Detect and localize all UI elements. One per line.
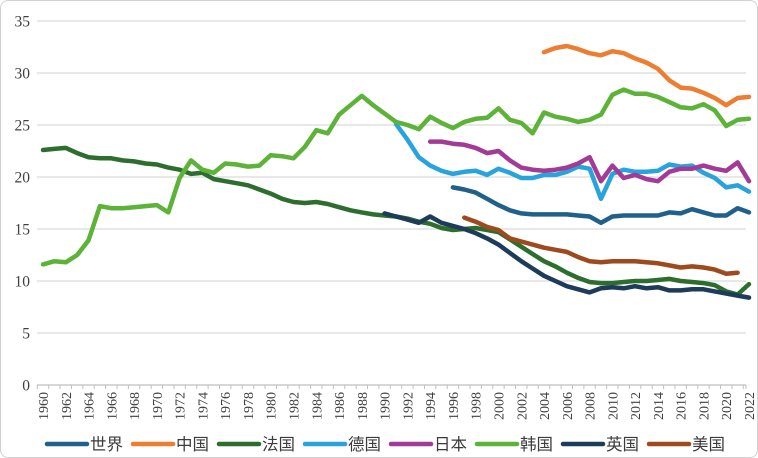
series-line-korea bbox=[40, 87, 752, 267]
legend-label-usa: 美国 bbox=[692, 435, 725, 454]
y-axis-labels: 0 5 10 15 20 25 30 35 bbox=[15, 14, 31, 395]
x-tick-label: 1968 bbox=[128, 392, 143, 420]
series-line-world bbox=[450, 185, 752, 226]
legend-item-china: 中国 bbox=[130, 435, 209, 454]
legend-label-france: 法国 bbox=[262, 435, 295, 454]
series-lines bbox=[40, 43, 752, 300]
x-tick-label: 1982 bbox=[288, 392, 303, 420]
x-tick-label: 1980 bbox=[265, 392, 280, 420]
y-tick-label: 0 bbox=[22, 378, 30, 395]
legend-label-china: 中国 bbox=[176, 435, 209, 454]
x-tick-label: 1984 bbox=[310, 392, 325, 420]
x-tick-label: 2020 bbox=[720, 392, 735, 420]
x-tick-label: 1998 bbox=[470, 392, 485, 420]
x-tick-label: 2018 bbox=[697, 392, 712, 420]
x-tick-label: 2006 bbox=[561, 392, 576, 420]
legend-item-france: 法国 bbox=[216, 435, 295, 454]
x-tick-label: 1966 bbox=[105, 392, 120, 420]
x-tick-label: 1964 bbox=[83, 392, 98, 420]
x-tick-label: 2004 bbox=[538, 392, 553, 420]
x-tick-label: 2000 bbox=[492, 392, 507, 420]
legend-item-japan: 日本 bbox=[388, 435, 467, 454]
legend-label-germany: 德国 bbox=[348, 435, 381, 454]
legend-label-korea: 韩国 bbox=[520, 435, 553, 454]
x-tick-label: 1986 bbox=[333, 392, 348, 420]
legend-label-world: 世界 bbox=[90, 435, 123, 454]
x-tick-label: 2010 bbox=[606, 392, 621, 420]
y-tick-label: 35 bbox=[15, 14, 31, 31]
x-tick-label: 2014 bbox=[652, 392, 667, 420]
x-tick-label: 2016 bbox=[675, 392, 690, 420]
legend: 世界 中国 法国 德国 日本 韩国 英国 美国 bbox=[44, 435, 725, 454]
series-line-germany bbox=[393, 121, 752, 202]
x-tick-label: 1994 bbox=[424, 392, 439, 420]
series-line-uk bbox=[382, 211, 752, 300]
x-tick-label: 1974 bbox=[196, 392, 211, 420]
legend-item-korea: 韩国 bbox=[474, 435, 553, 454]
legend-item-world: 世界 bbox=[44, 435, 123, 454]
x-axis-labels: 1960 1962 1964 1966 1968 1970 1972 1974 1976 1978… bbox=[37, 392, 757, 420]
x-tick-label: 1992 bbox=[401, 392, 416, 420]
x-tick-label: 1962 bbox=[60, 392, 75, 420]
x-axis bbox=[36, 384, 747, 389]
x-tick-label: 1970 bbox=[151, 392, 166, 420]
x-tick-label: 1976 bbox=[219, 392, 234, 420]
x-tick-label: 2008 bbox=[584, 392, 599, 420]
legend-item-uk: 英国 bbox=[560, 435, 639, 454]
y-tick-label: 20 bbox=[15, 170, 31, 187]
legend-label-uk: 英国 bbox=[606, 435, 639, 454]
series-line-china bbox=[541, 43, 752, 108]
gridlines bbox=[37, 20, 746, 334]
legend-item-germany: 德国 bbox=[302, 435, 381, 454]
x-tick-label: 1972 bbox=[174, 392, 189, 420]
y-tick-label: 15 bbox=[15, 222, 31, 239]
y-tick-label: 5 bbox=[22, 326, 30, 343]
y-tick-label: 10 bbox=[15, 274, 31, 291]
x-tick-label: 1960 bbox=[37, 392, 52, 420]
series-line-japan bbox=[427, 139, 752, 184]
x-tick-label: 1988 bbox=[356, 392, 371, 420]
x-tick-label: 1978 bbox=[242, 392, 257, 420]
x-tick-label: 2012 bbox=[629, 392, 644, 420]
x-tick-label: 1996 bbox=[447, 392, 462, 420]
x-tick-label: 2002 bbox=[515, 392, 530, 420]
y-tick-label: 30 bbox=[15, 66, 31, 83]
legend-label-japan: 日本 bbox=[434, 435, 467, 454]
x-tick-label: 2022 bbox=[743, 392, 757, 420]
x-tick-label: 1990 bbox=[379, 392, 394, 420]
series-line-usa bbox=[462, 215, 740, 276]
legend-item-usa: 美国 bbox=[646, 435, 725, 454]
y-tick-label: 25 bbox=[15, 118, 31, 135]
